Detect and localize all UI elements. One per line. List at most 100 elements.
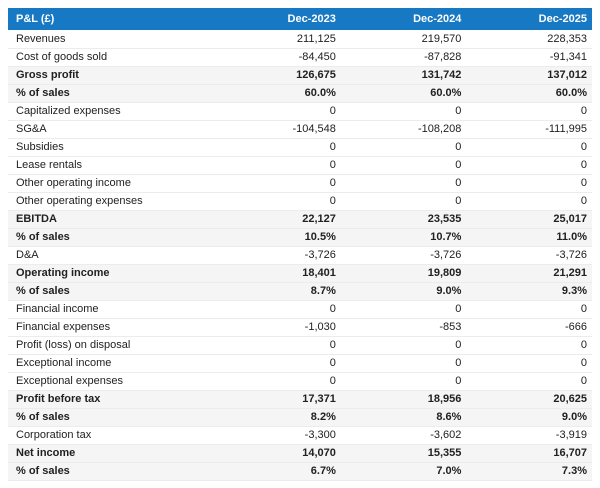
table-row: % of sales 8.2% 8.6% 9.0%: [8, 408, 592, 427]
row-label: EBITDA: [8, 210, 216, 229]
cell-value: 0: [466, 372, 592, 391]
cell-value: 18,401: [215, 264, 341, 283]
cell-value: 23,535: [340, 210, 467, 229]
cell-value: -853: [340, 318, 467, 337]
row-label: SG&A: [8, 120, 216, 139]
table-row: Revenues 211,125 219,570 228,353: [8, 30, 592, 49]
cell-value: -1,030: [215, 318, 341, 337]
cell-value: 18,956: [340, 390, 467, 409]
cell-value: -84,450: [215, 48, 341, 67]
cell-value: 0: [466, 138, 592, 157]
cell-value: 8.2%: [215, 408, 341, 427]
cell-value: 15,355: [340, 444, 467, 463]
row-label: % of sales: [8, 462, 216, 481]
cell-value: -3,919: [466, 426, 592, 445]
row-label: Exceptional income: [8, 354, 216, 373]
table-row: Profit before tax 17,371 18,956 20,625: [8, 390, 592, 409]
cell-value: 219,570: [340, 30, 467, 49]
table-row: Financial income 0 0 0: [8, 300, 592, 319]
cell-value: 7.0%: [340, 462, 467, 481]
table-row: Gross profit 126,675 131,742 137,012: [8, 66, 592, 85]
table-row: Net income 14,070 15,355 16,707: [8, 444, 592, 463]
row-label: Operating income: [8, 264, 216, 283]
cell-value: 11.0%: [466, 228, 592, 247]
table-header-row: P&L (£) Dec-2023 Dec-2024 Dec-2025: [8, 8, 592, 30]
cell-value: 0: [340, 138, 467, 157]
table-row: % of sales 6.7% 7.0% 7.3%: [8, 462, 592, 481]
cell-value: 0: [340, 174, 467, 193]
cell-value: 0: [215, 372, 341, 391]
row-label: D&A: [8, 246, 216, 265]
row-label: Other operating income: [8, 174, 216, 193]
row-label: % of sales: [8, 228, 216, 247]
row-label: Lease rentals: [8, 156, 216, 175]
cell-value: -87,828: [340, 48, 467, 67]
table-row: Operating income 18,401 19,809 21,291: [8, 264, 592, 283]
table-row: Profit (loss) on disposal 0 0 0: [8, 336, 592, 355]
header-col-dec-2023: Dec-2023: [215, 8, 341, 30]
cell-value: 0: [340, 156, 467, 175]
cell-value: 0: [466, 174, 592, 193]
cell-value: 8.7%: [215, 282, 341, 301]
row-label: Profit before tax: [8, 390, 216, 409]
cell-value: -3,602: [340, 426, 467, 445]
table-row: EBITDA 22,127 23,535 25,017: [8, 210, 592, 229]
row-label: % of sales: [8, 282, 216, 301]
row-label: % of sales: [8, 84, 216, 103]
cell-value: 0: [340, 192, 467, 211]
row-label: Profit (loss) on disposal: [8, 336, 216, 355]
cell-value: 17,371: [215, 390, 341, 409]
cell-value: 0: [215, 174, 341, 193]
row-label: Exceptional expenses: [8, 372, 216, 391]
table-row: Capitalized expenses 0 0 0: [8, 102, 592, 121]
cell-value: 0: [466, 156, 592, 175]
cell-value: -3,726: [215, 246, 341, 265]
pnl-table-container: P&L (£) Dec-2023 Dec-2024 Dec-2025 Reven…: [8, 8, 592, 481]
cell-value: 0: [466, 192, 592, 211]
cell-value: -666: [466, 318, 592, 337]
row-label: Subsidies: [8, 138, 216, 157]
cell-value: 126,675: [215, 66, 341, 85]
cell-value: 9.3%: [466, 282, 592, 301]
cell-value: -111,995: [466, 120, 592, 139]
cell-value: 0: [340, 336, 467, 355]
table-row: Cost of goods sold -84,450 -87,828 -91,341: [8, 48, 592, 67]
cell-value: 25,017: [466, 210, 592, 229]
cell-value: 0: [340, 102, 467, 121]
cell-value: 9.0%: [340, 282, 467, 301]
cell-value: 0: [466, 300, 592, 319]
table-row: Corporation tax -3,300 -3,602 -3,919: [8, 426, 592, 445]
cell-value: 0: [215, 300, 341, 319]
cell-value: 0: [340, 300, 467, 319]
row-label: Net income: [8, 444, 216, 463]
cell-value: -3,726: [340, 246, 467, 265]
table-row: Exceptional expenses 0 0 0: [8, 372, 592, 391]
cell-value: 7.3%: [466, 462, 592, 481]
cell-value: 0: [215, 336, 341, 355]
cell-value: 211,125: [215, 30, 341, 49]
header-col-dec-2025: Dec-2025: [466, 8, 592, 30]
cell-value: -3,726: [466, 246, 592, 265]
cell-value: 0: [215, 138, 341, 157]
pnl-table: P&L (£) Dec-2023 Dec-2024 Dec-2025 Reven…: [8, 8, 592, 481]
cell-value: 22,127: [215, 210, 341, 229]
cell-value: 0: [466, 354, 592, 373]
cell-value: 0: [215, 156, 341, 175]
table-row: % of sales 10.5% 10.7% 11.0%: [8, 228, 592, 247]
cell-value: 131,742: [340, 66, 467, 85]
row-label: Cost of goods sold: [8, 48, 216, 67]
cell-value: 60.0%: [215, 84, 341, 103]
cell-value: 0: [215, 354, 341, 373]
table-row: Other operating income 0 0 0: [8, 174, 592, 193]
cell-value: 228,353: [466, 30, 592, 49]
row-label: Financial expenses: [8, 318, 216, 337]
row-label: % of sales: [8, 408, 216, 427]
row-label: Revenues: [8, 30, 216, 49]
cell-value: 16,707: [466, 444, 592, 463]
cell-value: 10.5%: [215, 228, 341, 247]
cell-value: 20,625: [466, 390, 592, 409]
cell-value: 9.0%: [466, 408, 592, 427]
header-pnl-label: P&L (£): [8, 8, 216, 30]
cell-value: 0: [466, 102, 592, 121]
header-col-dec-2024: Dec-2024: [340, 8, 467, 30]
